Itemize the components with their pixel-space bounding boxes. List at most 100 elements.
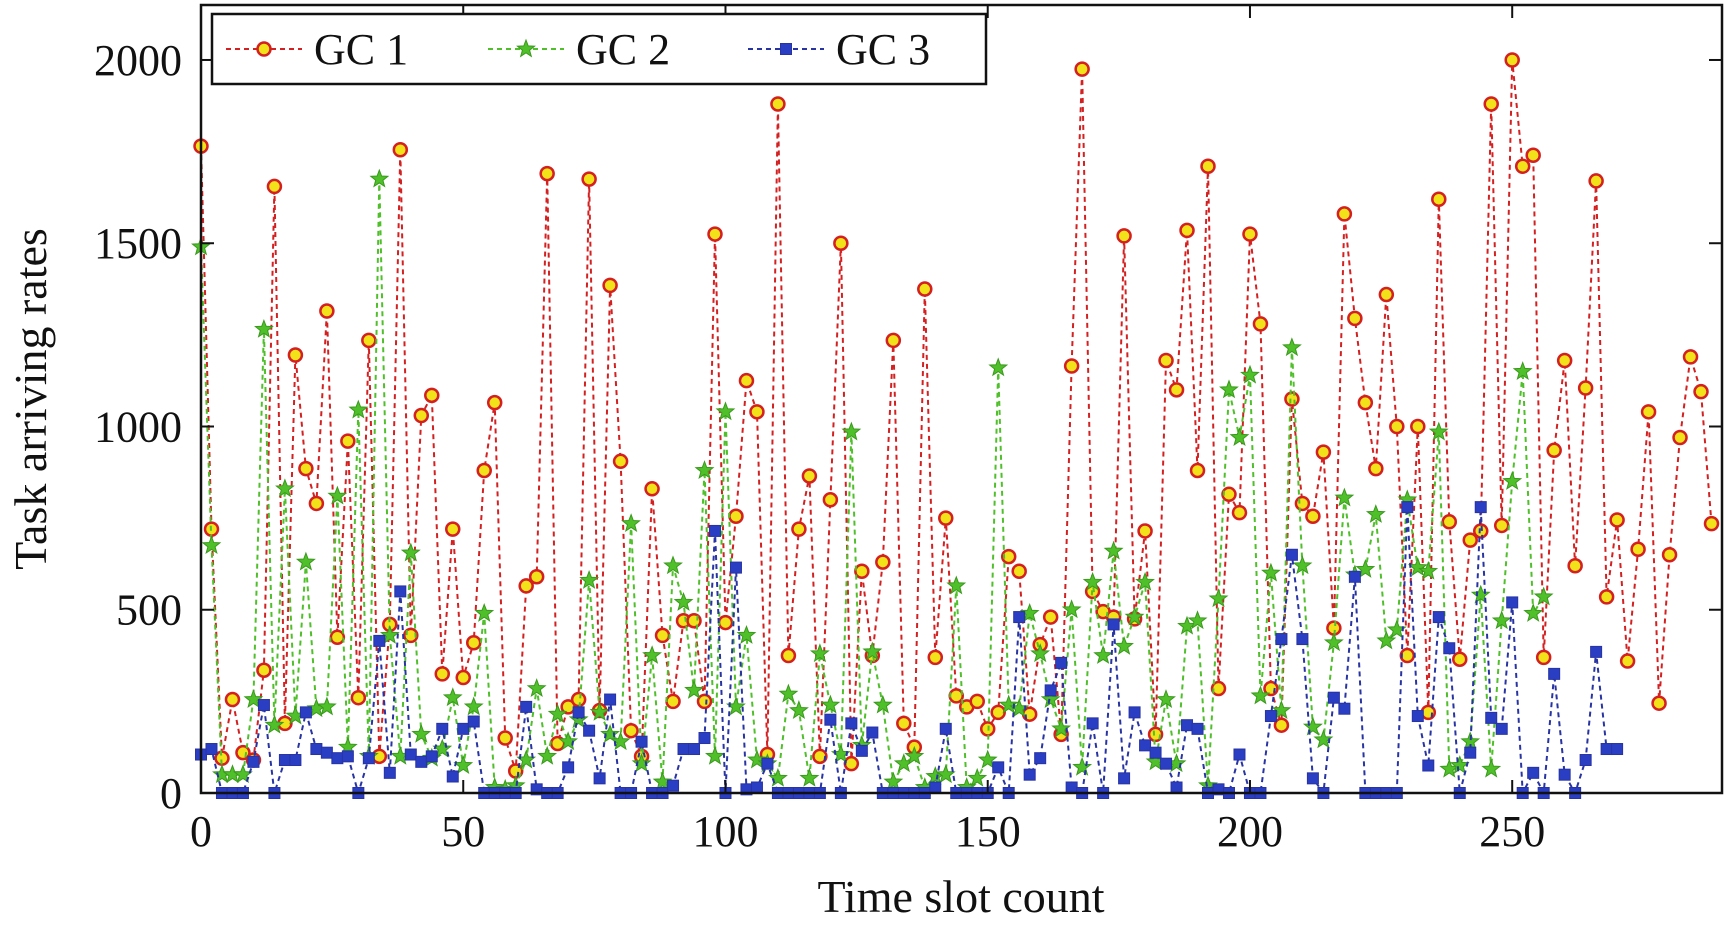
series-2-point [327, 485, 348, 505]
series-2-point [1082, 571, 1103, 591]
series-1-point [896, 715, 912, 732]
series-3-point [1128, 706, 1141, 719]
series-2-point [1271, 700, 1292, 719]
series-3-point [278, 754, 291, 767]
series-layer [191, 52, 1720, 799]
series-1-point [1410, 418, 1426, 435]
series-3-point [855, 744, 868, 757]
series-2-point [579, 569, 600, 589]
series-3-point [1348, 570, 1361, 583]
series-1-point [1200, 158, 1216, 175]
series-2-point [673, 591, 694, 611]
series-1-point [1556, 352, 1573, 369]
series-3-point [520, 700, 533, 713]
x-tick-label: 200 [1217, 807, 1283, 856]
series-3-point [866, 726, 879, 739]
series-1-point [476, 462, 492, 479]
series-1-point [1389, 418, 1405, 435]
series-1-point [791, 521, 807, 537]
series-3-point [1579, 754, 1592, 767]
series-3-point [593, 772, 606, 785]
series-3-point [1485, 711, 1498, 724]
legend: GC 1 GC 2 GC 3 [210, 12, 988, 86]
series-1-point [1252, 316, 1269, 332]
series-2-point [1114, 635, 1134, 655]
series-3-point [446, 770, 459, 783]
x-tick-label: 50 [441, 807, 485, 856]
series-1-point [350, 689, 367, 706]
series-2-point [589, 701, 610, 721]
series-1-point [1609, 512, 1625, 528]
series-2-point [1261, 562, 1281, 582]
series-1-point [539, 165, 555, 182]
series-2-point [904, 745, 925, 765]
series-1-point [665, 693, 681, 710]
series-3-point [1411, 710, 1424, 723]
series-3-point [929, 781, 942, 794]
series-3-point [635, 735, 648, 748]
series-1-point [1493, 517, 1510, 534]
series-3-point [1527, 766, 1540, 779]
series-3-point [1181, 719, 1194, 732]
series-3-point [1160, 757, 1173, 770]
series-1-point [1525, 147, 1541, 164]
series-1-point [1703, 515, 1720, 532]
series-1-point [1441, 514, 1458, 530]
series-2-point [946, 575, 967, 595]
series-2-point [841, 421, 862, 441]
series-1-point [413, 407, 430, 424]
series-2-point [1407, 557, 1428, 577]
series-3-point [698, 732, 711, 745]
series-1-point [780, 647, 797, 664]
y-tick-label: 0 [160, 769, 182, 818]
series-2-point [474, 602, 495, 622]
series-1-point [1074, 61, 1090, 77]
series-3-point [1306, 772, 1319, 785]
series-2-point [547, 703, 568, 723]
series-1-point [644, 481, 660, 497]
series-2-point [1219, 379, 1239, 399]
series-3-point [1107, 618, 1120, 631]
legend-item-3: GC 3 [748, 25, 930, 74]
series-1-point [833, 235, 849, 251]
series-1-point [1042, 609, 1059, 625]
series-2-point [747, 749, 767, 769]
series-1-point [465, 634, 482, 651]
series-1-point [738, 372, 755, 389]
series-3-point [1432, 611, 1445, 624]
series-2-point [379, 624, 400, 644]
series-3-point [310, 743, 323, 756]
series-1-point [707, 226, 723, 242]
series-1-point [1347, 310, 1363, 327]
series-3-point [205, 743, 218, 756]
legend-swatch-marker [780, 43, 792, 55]
series-1-point [1651, 695, 1667, 711]
series-2-point [694, 460, 715, 479]
series-3-point [394, 585, 407, 598]
series-3-point [1065, 781, 1078, 794]
series-3-point [1149, 746, 1162, 759]
series-1-point [728, 508, 744, 525]
series-2-point [1019, 602, 1040, 622]
series-2-point [1061, 599, 1082, 619]
series-3-point [257, 699, 270, 712]
series-2-point [254, 318, 274, 338]
series-3-point [331, 752, 344, 765]
series-3-point [667, 779, 680, 792]
series-1-point [256, 662, 272, 678]
series-1-point [1273, 717, 1290, 733]
series-1-point [1619, 653, 1636, 669]
series-2-point [1072, 756, 1093, 776]
series-3-point [845, 717, 858, 730]
series-1-point [1452, 651, 1468, 667]
series-3-point [1590, 645, 1603, 658]
series-2-point [1365, 504, 1386, 523]
series-3-point [1055, 656, 1068, 669]
series-1-point [1231, 504, 1248, 521]
series-1-point [340, 433, 356, 449]
series-1-point [1472, 523, 1489, 539]
series-2-point [369, 168, 390, 188]
series-2-point [264, 714, 285, 734]
series-1 [193, 52, 1720, 779]
